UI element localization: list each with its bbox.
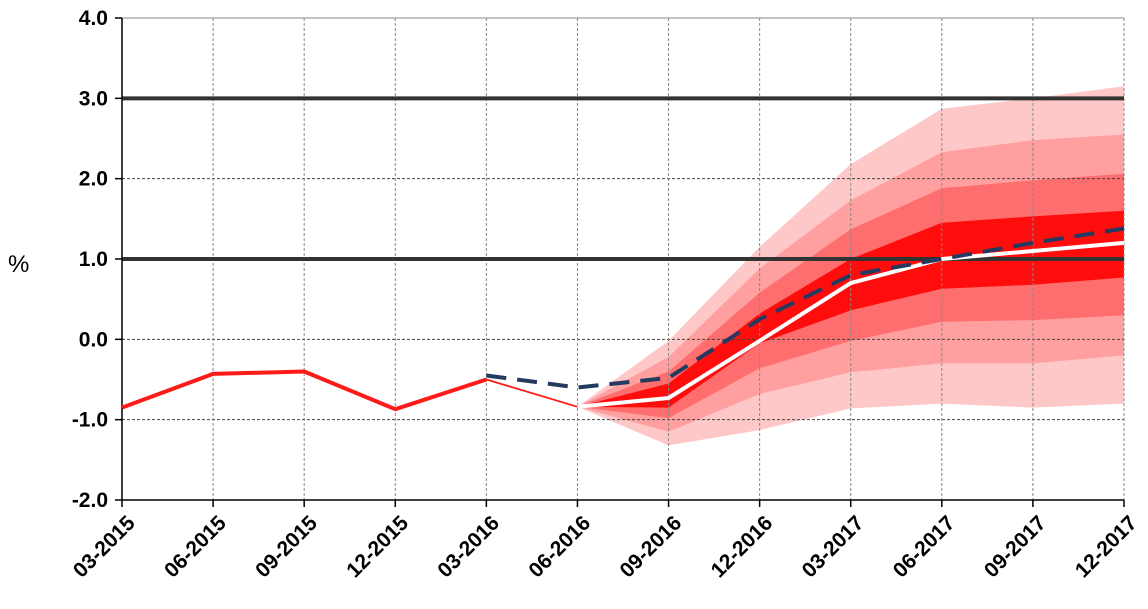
x-tick-label: 12-2015: [342, 511, 413, 582]
y-tick-label: -2.0: [72, 489, 108, 512]
y-tick-label: 4.0: [79, 7, 108, 30]
y-tick-label: 0.0: [79, 328, 108, 351]
x-tick-label: 09-2017: [980, 511, 1051, 582]
x-tick-label: 09-2015: [251, 511, 322, 582]
x-tick-label: 09-2016: [616, 511, 687, 582]
y-tick-label: 1.0: [79, 248, 108, 271]
y-tick-label: -1.0: [72, 409, 108, 432]
series-line-2: [486, 378, 578, 408]
series-lines: [121, 226, 1125, 412]
series-line-1: [121, 369, 488, 412]
series-line-4: [486, 226, 1125, 390]
x-tick-label: 03-2016: [433, 511, 504, 582]
x-tick-label: 12-2016: [707, 511, 778, 582]
y-tick-labels: 4.0 3.0 2.0 1.0 0.0 -1.0 -2.0: [72, 7, 108, 512]
x-tick-label: 03-2015: [69, 511, 140, 582]
axes: [115, 17, 1125, 507]
series-line-3: [577, 240, 1125, 409]
x-tick-label: 12-2017: [1071, 511, 1142, 582]
x-tick-label: 06-2017: [889, 511, 960, 582]
x-tick-label: 03-2017: [798, 511, 869, 582]
y-tick-label: 2.0: [79, 168, 108, 191]
x-tick-label: 06-2015: [160, 511, 231, 582]
x-tick-labels: 03-2015 06-2015 09-2015 12-2015 03-2016 06-20…: [69, 511, 1142, 582]
y-axis-label: %: [8, 251, 29, 278]
x-tick-label: 06-2016: [524, 511, 595, 582]
y-tick-label: 3.0: [79, 87, 108, 110]
